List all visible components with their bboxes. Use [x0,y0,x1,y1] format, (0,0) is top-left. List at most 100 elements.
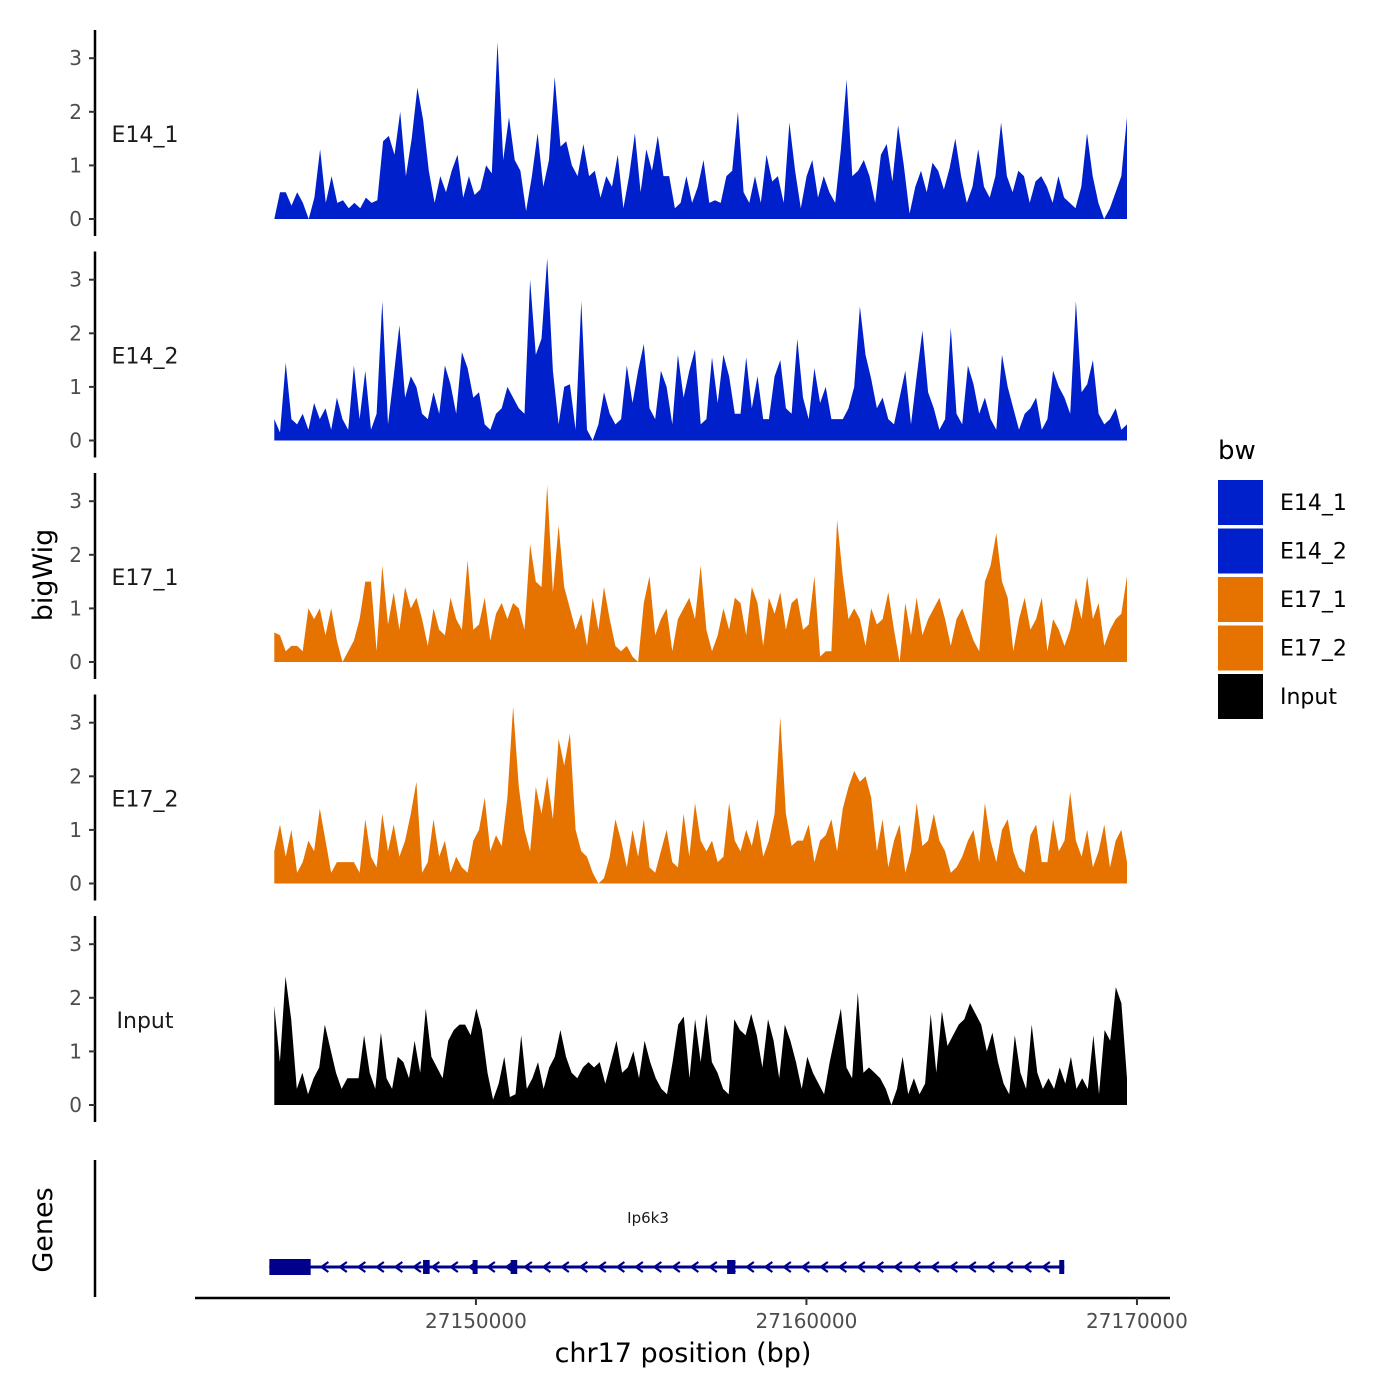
strand-arrow [800,1261,811,1273]
genes-track-title: Genes [28,1187,59,1272]
strand-arrow [707,1261,718,1273]
track-E14_2: 0 1 2 3 E14_2 [69,251,1127,458]
strand-arrow [1040,1261,1051,1273]
track-Input: 0 1 2 3 Input [69,916,1127,1122]
y-tick-label: 0 [69,1093,82,1117]
signal-area-E14_2 [274,258,1127,441]
y-tick-label: 3 [69,932,82,956]
strand-arrow [966,1261,977,1273]
legend-label: E17_1 [1280,588,1347,613]
gene-exon [1059,1260,1065,1274]
x-axis-title: chr17 position (bp) [555,1338,812,1369]
x-tick-label: 27170000 [1086,1309,1188,1333]
legend-label: E17_2 [1280,637,1347,662]
strand-arrow [818,1261,829,1273]
strand-arrow [652,1261,663,1273]
legend-key-E14_1 [1218,480,1263,525]
strand-arrow [356,1261,367,1273]
strand-arrow [689,1261,700,1273]
legend-label: Input [1280,685,1337,710]
track-E14_1: 0 1 2 3 E14_1 [69,30,1127,236]
legend: bw E14_1 E14_2 E17_1 E17_2 Input [1218,436,1347,719]
gene-exon [510,1260,518,1274]
strand-arrow [319,1261,330,1273]
signal-area-E17_2 [274,706,1127,884]
track-label: E14_2 [112,345,179,370]
legend-key-E17_2 [1218,625,1263,671]
strand-arrow [744,1261,755,1273]
y-tick-label: 2 [69,321,82,345]
track-label: E14_1 [112,123,179,148]
y-tick-label: 2 [69,100,82,124]
strand-arrow [596,1261,607,1273]
y-tick-label: 3 [69,711,82,735]
strand-arrow [411,1261,422,1273]
y-tick-label: 1 [69,375,82,399]
gene-exon [423,1260,430,1274]
legend-key-E17_1 [1218,577,1263,622]
gene-name-label: Ip6k3 [627,1209,669,1227]
track-label: E17_2 [112,788,179,813]
legend-title: bw [1218,436,1256,466]
x-axis: 27150000 27160000 27170000 [195,1296,1188,1333]
gene-exon [727,1260,736,1274]
strand-arrow [615,1261,626,1273]
y-tick-label: 3 [69,489,82,513]
legend-label: E14_1 [1280,491,1347,516]
y-tick-label: 0 [69,429,82,453]
y-tick-label: 0 [69,650,82,674]
strand-arrow [578,1261,589,1273]
strand-arrow [374,1261,385,1273]
track-label: E17_1 [112,566,179,591]
y-tick-label: 2 [69,986,82,1010]
gene-exon [472,1260,478,1274]
strand-arrow [633,1261,644,1273]
signal-area-E17_1 [274,485,1127,662]
y-tick-label: 0 [69,872,82,896]
strand-arrow [781,1261,792,1273]
signal-area-Input [274,976,1127,1105]
x-tick-label: 27160000 [756,1309,858,1333]
strand-arrow [448,1261,459,1273]
strand-arrow [874,1261,885,1273]
strand-arrow [892,1261,903,1273]
strand-arrow [485,1261,496,1273]
legend-key-E14_2 [1218,528,1263,574]
legend-label: E14_2 [1280,540,1347,565]
strand-arrow [430,1261,441,1273]
y-axis-title: bigWig [28,529,59,622]
strand-arrow [522,1261,533,1273]
y-tick-label: 3 [69,268,82,292]
strand-arrow [670,1261,681,1273]
strand-arrow [559,1261,570,1273]
strand-arrow [337,1261,348,1273]
legend-key-Input [1218,674,1263,719]
strand-arrow [393,1261,404,1273]
strand-arrow [1022,1261,1032,1273]
x-tick-label: 27150000 [425,1309,527,1333]
y-tick-label: 1 [69,596,82,620]
y-tick-label: 2 [69,764,82,788]
gene-exon [269,1259,311,1275]
y-tick-label: 3 [69,46,82,70]
y-tick-label: 1 [69,1039,82,1063]
strand-arrow [763,1261,774,1273]
y-tick-label: 1 [69,153,82,177]
y-tick-label: 1 [69,818,82,842]
strand-arrow [541,1261,552,1273]
strand-arrow [911,1261,922,1273]
strand-arrow [929,1261,940,1273]
strand-arrow [948,1261,959,1273]
strand-arrow [855,1261,866,1273]
track-label: Input [117,1009,174,1034]
tracks-layer: 0 1 2 3 E14_1 0 1 2 3 E14_2 0 1 2 3 E17_1 0 1 2 3 E17_2 0 1 2 3… [69,30,1127,1122]
strand-arrow [837,1261,848,1273]
y-tick-label: 2 [69,543,82,567]
signal-area-E14_1 [274,42,1127,219]
gene-track: Ip6k3 [93,1160,1065,1297]
track-E17_1: 0 1 2 3 E17_1 [69,473,1127,679]
strand-arrow [985,1261,996,1273]
track-E17_2: 0 1 2 3 E17_2 [69,694,1127,901]
strand-arrow [1003,1261,1014,1273]
